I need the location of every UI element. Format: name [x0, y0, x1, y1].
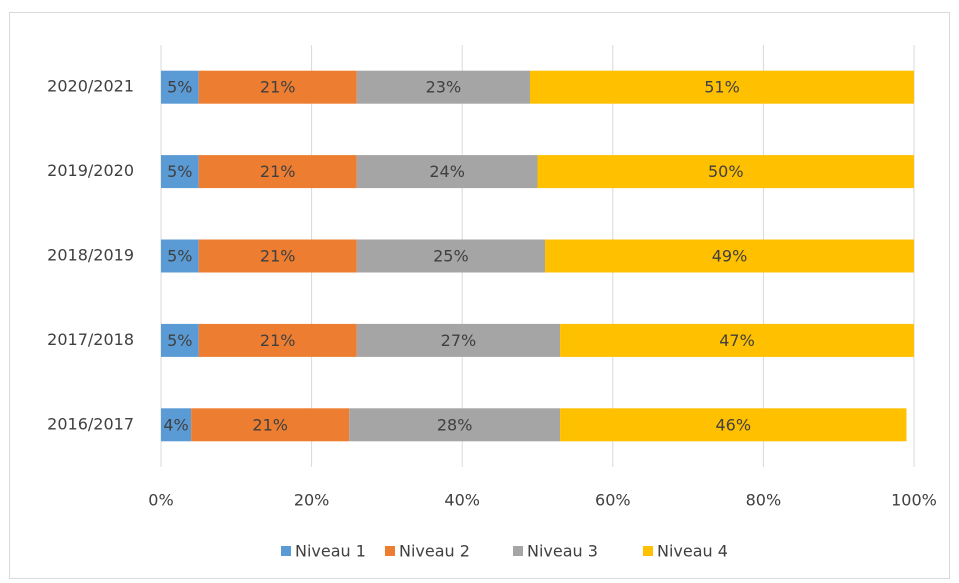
bar-segment [356, 239, 546, 273]
legend-swatch [513, 546, 523, 556]
bar-segment [560, 323, 914, 357]
y-tick-label: 2019/2020 [47, 161, 134, 180]
data-label: 50% [708, 162, 744, 181]
bar-segment [161, 239, 199, 273]
bar-segment [356, 155, 538, 189]
data-label: 24% [429, 162, 465, 181]
bar-segment [545, 239, 914, 273]
data-label: 5% [167, 247, 192, 266]
data-label: 51% [704, 78, 740, 97]
y-tick-label: 2017/2018 [47, 330, 134, 349]
x-tick-label: 20% [294, 491, 330, 510]
legend-label: Niveau 3 [527, 542, 598, 561]
data-label: 21% [260, 162, 296, 181]
bar-segment [191, 408, 350, 442]
legend-swatch [643, 546, 653, 556]
data-label: 21% [260, 331, 296, 350]
data-label: 21% [260, 78, 296, 97]
bar-segment [198, 155, 357, 189]
x-tick-label: 40% [444, 491, 480, 510]
data-label: 4% [163, 415, 188, 434]
data-label: 21% [252, 415, 288, 434]
data-label: 46% [715, 415, 751, 434]
x-tick-label: 80% [746, 491, 782, 510]
data-label: 49% [712, 247, 748, 266]
bar-segment [161, 408, 192, 442]
legend-swatch [385, 546, 395, 556]
y-tick-label: 2018/2019 [47, 246, 134, 265]
bar-segment [560, 408, 907, 442]
data-label: 28% [437, 415, 473, 434]
legend-label: Niveau 4 [657, 542, 728, 561]
bar-segment [161, 155, 199, 189]
legend-label: Niveau 1 [295, 542, 366, 561]
data-label: 27% [441, 331, 477, 350]
y-tick-label: 2020/2021 [47, 77, 134, 96]
x-tick-label: 100% [891, 491, 937, 510]
x-tick-label: 60% [595, 491, 631, 510]
bar-segment [356, 70, 530, 104]
bar-segment [161, 70, 199, 104]
bar-segment [537, 155, 914, 189]
legend-label: Niveau 2 [399, 542, 470, 561]
data-label: 21% [260, 247, 296, 266]
data-label: 47% [719, 331, 755, 350]
data-label: 5% [167, 331, 192, 350]
data-label: 25% [433, 247, 469, 266]
data-label: 5% [167, 162, 192, 181]
bar-segment [349, 408, 561, 442]
chart-border [9, 12, 950, 579]
y-tick-label: 2016/2017 [47, 414, 134, 433]
data-label: 23% [426, 78, 462, 97]
bar-segment [198, 323, 357, 357]
bar-segment [198, 70, 357, 104]
bar-segment [356, 323, 561, 357]
bar-segment [529, 70, 914, 104]
legend-swatch [281, 546, 291, 556]
bar-segment [198, 239, 357, 273]
x-tick-label: 0% [148, 491, 173, 510]
bar-segment [161, 323, 199, 357]
data-label: 5% [167, 78, 192, 97]
